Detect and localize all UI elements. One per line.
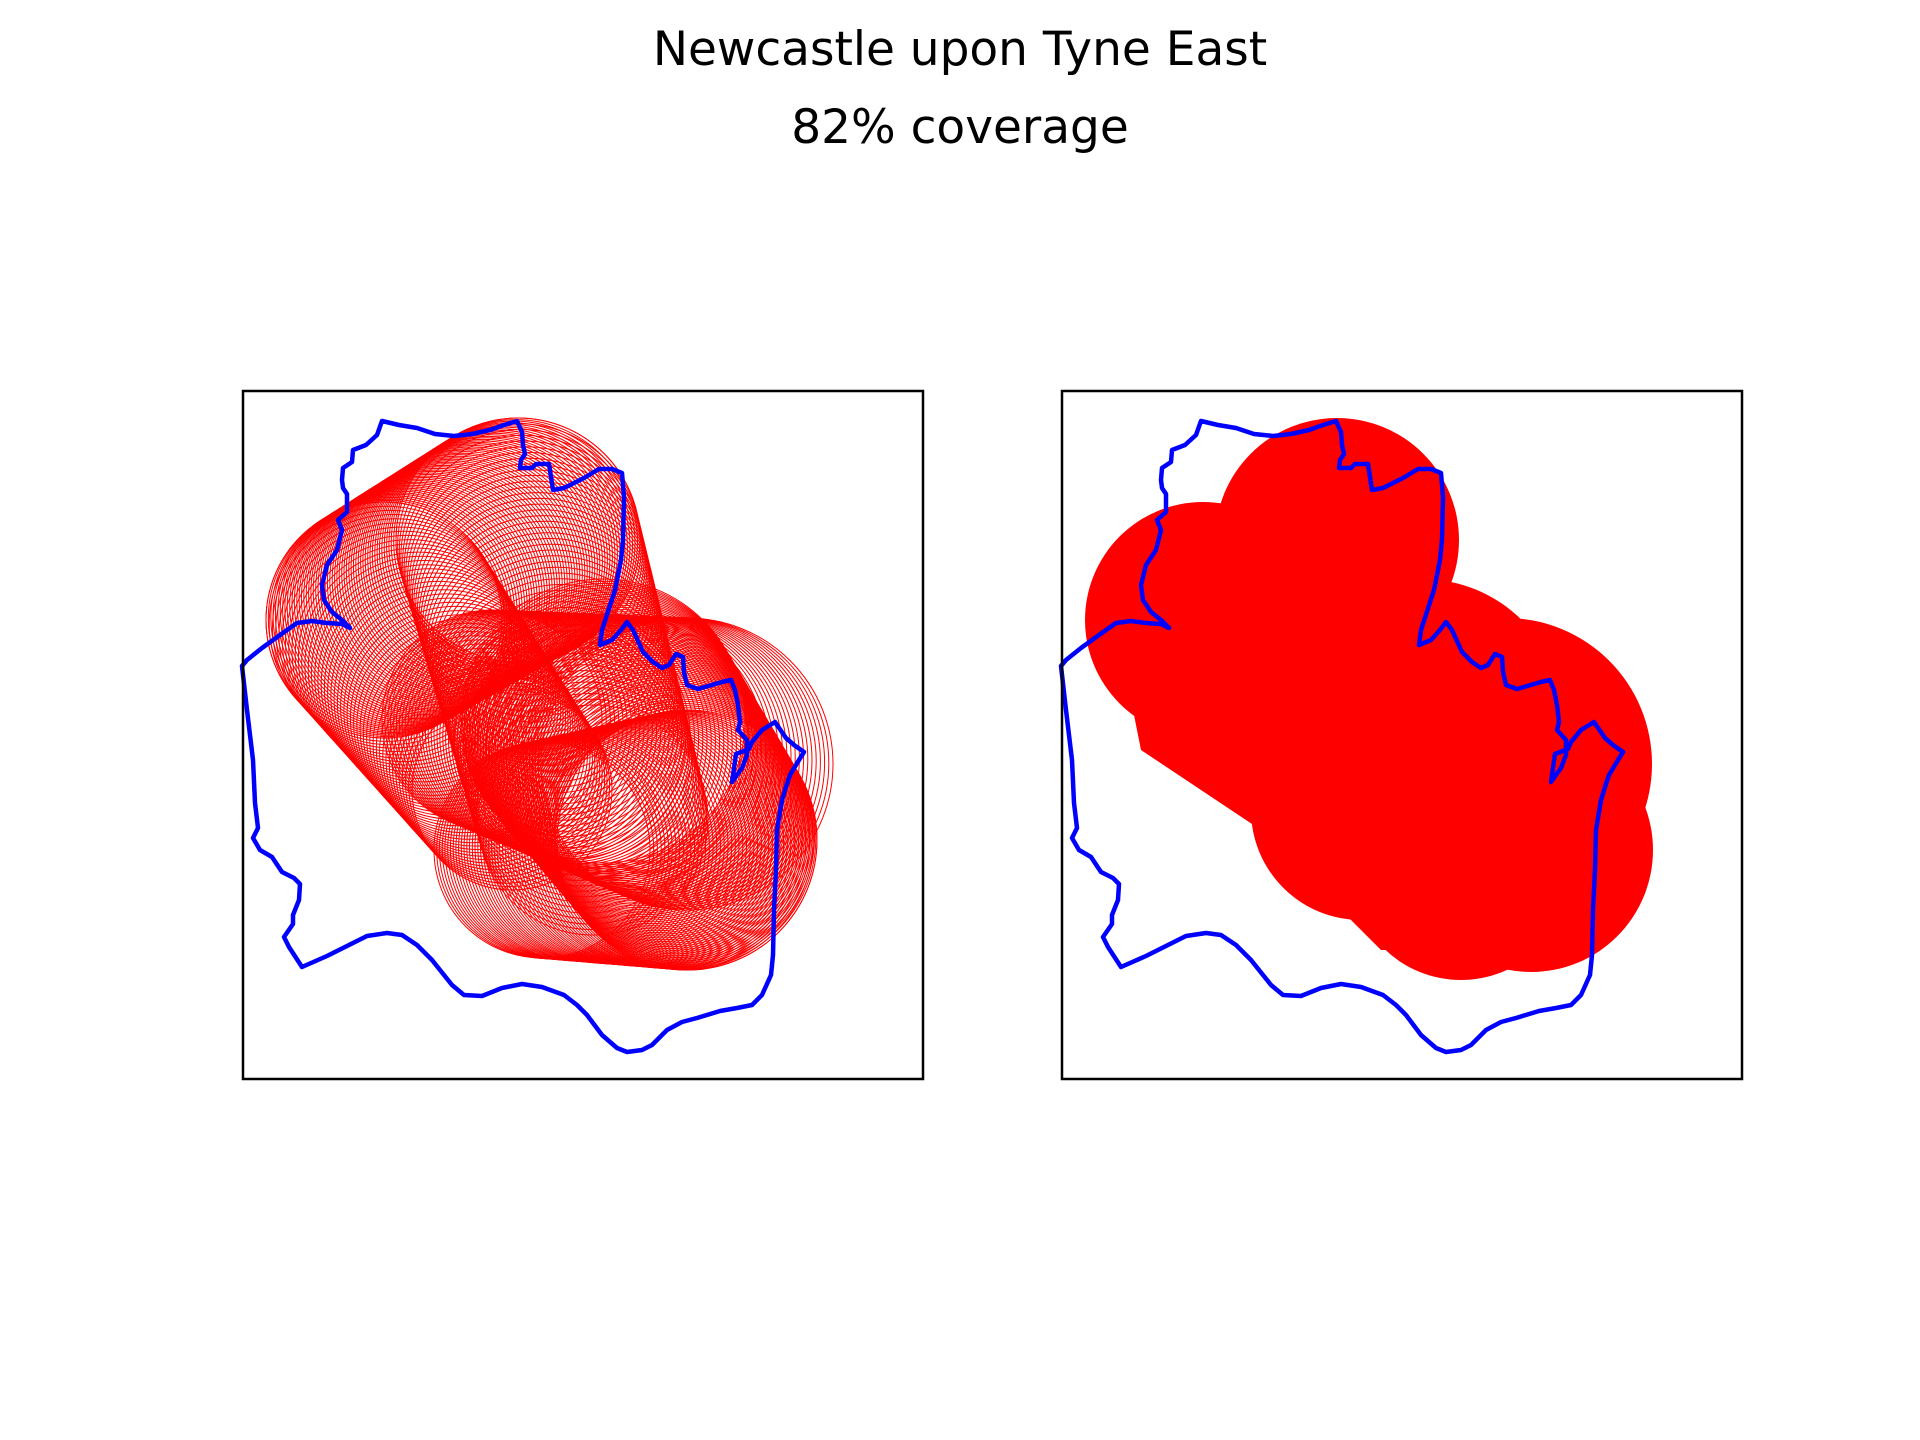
constituency-boundary xyxy=(1058,418,1626,1055)
figure-title: Newcastle upon Tyne East xyxy=(652,22,1268,77)
coverage-circle-outline xyxy=(498,630,775,907)
coverage-circle-outline xyxy=(315,469,556,710)
map-frame xyxy=(241,389,925,1081)
coverage-circle-outline xyxy=(343,451,586,693)
coverage-disc xyxy=(1191,600,1411,820)
constituency-boundary xyxy=(239,418,807,1055)
coverage-subtitle: 82% coverage xyxy=(791,100,1129,155)
coverage-circle-outline xyxy=(542,689,807,955)
coverage-circle-outline xyxy=(534,678,801,946)
coverage-circle-outline xyxy=(510,646,783,919)
coverage-circles-outline xyxy=(265,417,834,971)
coverage-circle-outline xyxy=(556,709,818,971)
coverage-circle-outline xyxy=(293,483,533,722)
coverage-circle-outline xyxy=(371,432,616,677)
coverage-circle-outline xyxy=(308,474,548,714)
outline-coverage-map xyxy=(239,389,925,1081)
coverage-area-filled xyxy=(1085,418,1653,980)
coverage-circle-outline xyxy=(443,584,680,821)
coverage-circle-outline xyxy=(317,467,558,709)
filled-coverage-map xyxy=(1058,389,1744,1081)
coverage-circle-outline xyxy=(518,657,789,928)
map-frame xyxy=(1060,389,1744,1081)
